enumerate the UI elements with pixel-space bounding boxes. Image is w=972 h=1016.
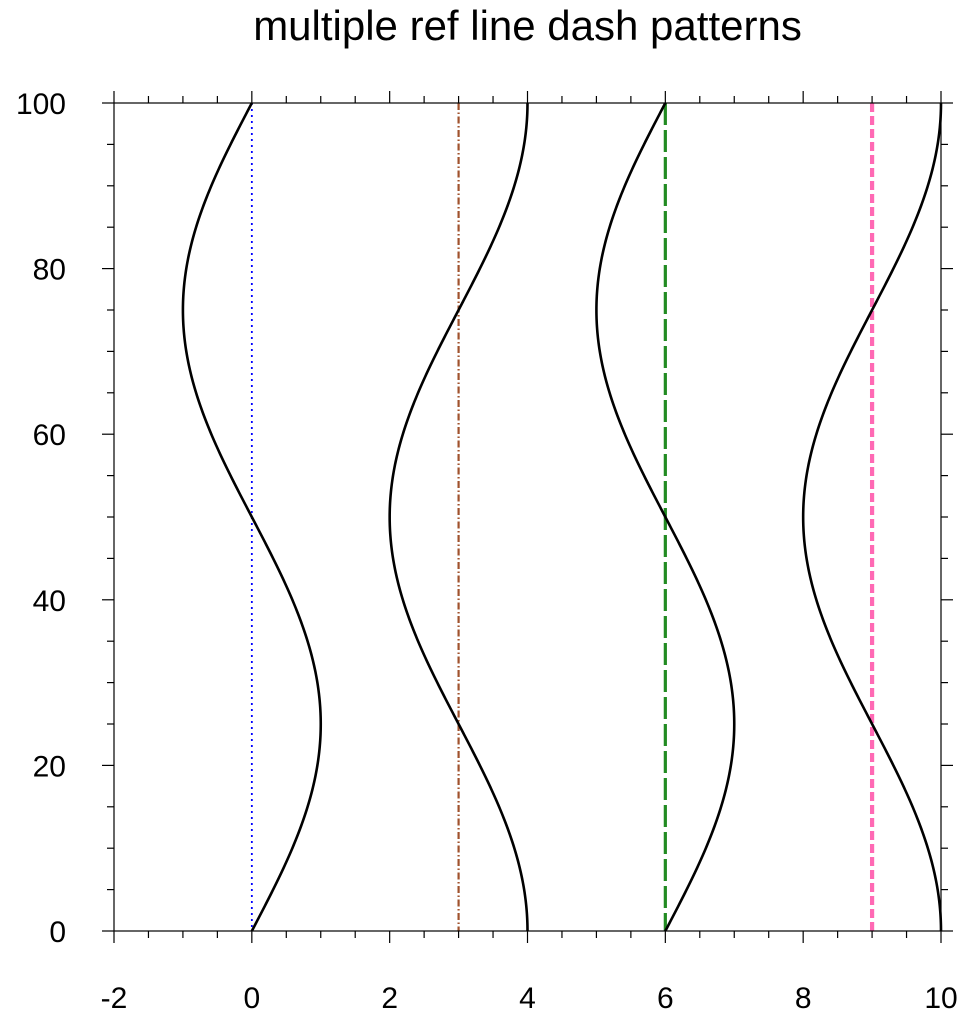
series-curves (181, 102, 943, 932)
reference-lines (250, 103, 875, 931)
y-tick-label: 0 (49, 916, 66, 949)
series-line (181, 102, 323, 932)
x-tick-label: 2 (381, 982, 398, 1015)
chart-title: multiple ref line dash patterns (253, 2, 802, 49)
x-tick-label: 8 (795, 982, 812, 1015)
y-tick-label: 20 (33, 750, 66, 783)
plot-frame (113, 102, 942, 932)
series-line (388, 102, 529, 932)
x-tick-label: -2 (101, 982, 128, 1015)
y-tick-label: 60 (33, 419, 66, 452)
series-line (801, 102, 943, 932)
x-tick-label: 4 (519, 982, 536, 1015)
y-tick-label: 40 (33, 585, 66, 618)
y-tick-label: 80 (33, 254, 66, 287)
x-tick-label: 0 (243, 982, 260, 1015)
series-line (595, 102, 736, 932)
x-tick-label: 6 (657, 982, 674, 1015)
y-tick-label: 100 (16, 88, 66, 121)
x-tick-label: 10 (924, 982, 957, 1015)
axis-ticks (102, 91, 953, 943)
